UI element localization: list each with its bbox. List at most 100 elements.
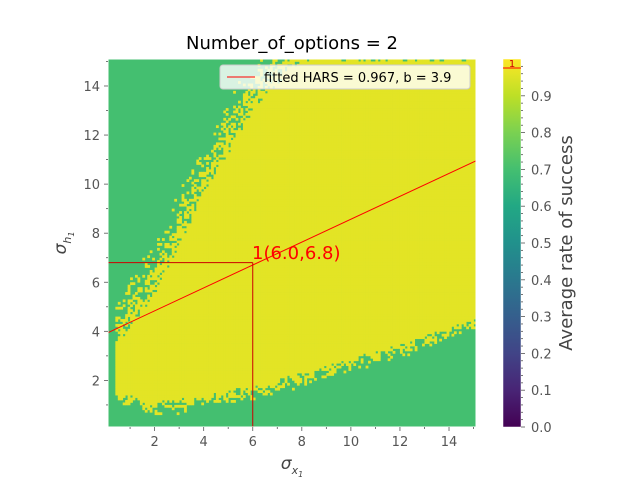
heatmap-cell bbox=[242, 213, 246, 217]
heatmap-cell bbox=[235, 341, 239, 344]
heatmap-cell bbox=[139, 306, 143, 310]
heatmap-cell bbox=[144, 262, 148, 266]
heatmap-cell bbox=[230, 240, 234, 244]
heatmap-cell bbox=[245, 348, 249, 352]
heatmap-cell bbox=[125, 363, 128, 367]
heatmap-cell bbox=[215, 365, 219, 369]
heatmap-cell bbox=[218, 279, 222, 283]
heatmap-cell bbox=[147, 387, 151, 391]
heatmap-cell bbox=[223, 162, 227, 165]
heatmap-cell bbox=[240, 321, 244, 325]
heatmap-cell bbox=[164, 338, 168, 342]
heatmap-cell bbox=[127, 360, 131, 364]
heatmap-cell bbox=[196, 392, 200, 396]
heatmap-cell bbox=[218, 333, 222, 337]
heatmap-cell bbox=[242, 260, 246, 263]
heatmap-cell bbox=[211, 385, 214, 389]
heatmap-cell bbox=[233, 213, 236, 217]
heatmap-cell bbox=[247, 152, 251, 156]
heatmap-cell bbox=[206, 336, 209, 340]
heatmap-cell bbox=[245, 377, 249, 381]
heatmap-cell bbox=[188, 260, 192, 263]
heatmap-cell bbox=[247, 304, 251, 308]
heatmap-cell bbox=[240, 206, 244, 209]
heatmap-cell bbox=[169, 272, 173, 276]
heatmap-cell bbox=[198, 296, 202, 300]
heatmap-cell bbox=[201, 323, 205, 327]
heatmap-cell bbox=[132, 363, 136, 367]
heatmap-cell bbox=[188, 397, 192, 401]
heatmap-cell bbox=[228, 375, 232, 379]
heatmap-cell bbox=[196, 355, 200, 359]
heatmap-cell bbox=[206, 311, 209, 315]
heatmap-cell bbox=[191, 306, 195, 310]
heatmap-cell bbox=[188, 240, 192, 244]
heatmap-cell bbox=[255, 144, 258, 148]
heatmap-cell bbox=[130, 377, 133, 381]
heatmap-cell bbox=[235, 323, 239, 327]
heatmap-cell bbox=[245, 306, 249, 310]
heatmap-cell bbox=[154, 375, 158, 379]
heatmap-cell bbox=[179, 333, 182, 337]
heatmap-cell bbox=[230, 336, 234, 340]
heatmap-cell bbox=[265, 301, 268, 305]
heatmap-cell bbox=[211, 196, 214, 200]
heatmap-cell bbox=[245, 272, 249, 276]
heatmap-cell bbox=[230, 152, 234, 156]
heatmap-cell bbox=[193, 211, 197, 214]
heatmap-cell bbox=[139, 331, 143, 335]
heatmap-cell bbox=[250, 157, 254, 160]
heatmap-cell bbox=[257, 147, 261, 151]
heatmap-cell bbox=[152, 382, 155, 386]
heatmap-cell bbox=[255, 159, 258, 163]
heatmap-cell bbox=[130, 341, 133, 344]
heatmap-cell bbox=[132, 338, 136, 342]
heatmap-cell bbox=[213, 323, 217, 327]
heatmap-cell bbox=[142, 385, 146, 389]
heatmap-cell bbox=[179, 358, 182, 362]
heatmap-cell bbox=[215, 375, 219, 379]
heatmap-cell bbox=[208, 247, 212, 251]
heatmap-cell bbox=[238, 289, 241, 293]
heatmap-cell bbox=[164, 292, 168, 295]
heatmap-cell bbox=[191, 377, 195, 381]
heatmap-cell bbox=[186, 311, 190, 315]
heatmap-cell bbox=[171, 299, 175, 303]
heatmap-cell bbox=[262, 220, 266, 224]
heatmap-cell bbox=[257, 338, 261, 342]
heatmap-cell bbox=[228, 328, 232, 332]
heatmap-cell bbox=[252, 341, 256, 344]
heatmap-cell bbox=[198, 292, 202, 295]
heatmap-cell bbox=[191, 208, 195, 212]
heatmap-cell bbox=[220, 375, 224, 379]
heatmap-cell bbox=[181, 333, 185, 337]
heatmap-cell bbox=[164, 353, 168, 357]
heatmap-cell bbox=[225, 377, 229, 381]
heatmap-cell bbox=[191, 346, 195, 349]
heatmap-cell bbox=[142, 333, 146, 337]
heatmap-cell bbox=[164, 397, 168, 401]
heatmap-cell bbox=[211, 250, 214, 254]
heatmap-cell bbox=[184, 365, 187, 369]
heatmap-cell bbox=[206, 387, 209, 391]
heatmap-cell bbox=[179, 338, 182, 342]
heatmap-cell bbox=[125, 353, 128, 357]
heatmap-cell bbox=[245, 191, 249, 195]
heatmap-cell bbox=[201, 250, 205, 254]
heatmap-cell bbox=[240, 267, 244, 271]
heatmap-cell bbox=[149, 250, 153, 254]
heatmap-cell bbox=[233, 358, 236, 362]
heatmap-cell bbox=[166, 282, 170, 286]
heatmap-cell bbox=[262, 169, 266, 173]
heatmap-cell bbox=[181, 284, 185, 288]
heatmap-cell bbox=[260, 164, 263, 168]
heatmap-cell bbox=[179, 377, 182, 381]
heatmap-cell bbox=[250, 343, 254, 347]
heatmap-cell bbox=[215, 162, 219, 165]
heatmap-cell bbox=[245, 363, 249, 367]
heatmap-cell bbox=[257, 169, 261, 173]
heatmap-cell bbox=[191, 198, 195, 202]
heatmap-cell bbox=[257, 93, 261, 97]
heatmap-cell bbox=[250, 265, 254, 268]
heatmap-cell bbox=[208, 373, 212, 376]
